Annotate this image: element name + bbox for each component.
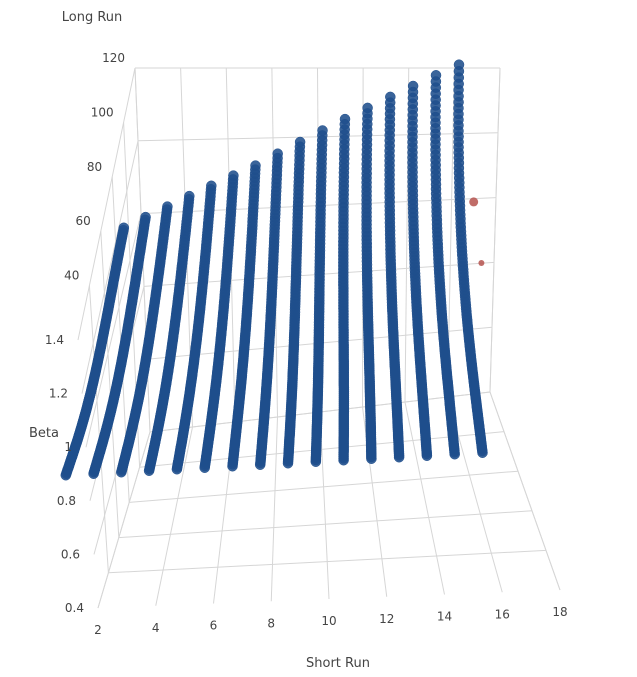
z-tick-label: 0.6: [61, 547, 80, 561]
y-tick-label: 80: [87, 160, 102, 174]
z-tick-label: 1.2: [49, 387, 68, 401]
scatter-point: [430, 70, 442, 81]
scatter-point: [184, 190, 195, 202]
x-tick-label: 18: [552, 605, 567, 619]
floor-grid-line: [155, 426, 193, 606]
side-wall-grid-line: [81, 140, 139, 394]
scatter-point: [118, 222, 130, 234]
data-points: [60, 59, 488, 481]
floor-grid-line: [129, 470, 519, 503]
scatter-point: [140, 211, 151, 223]
scatter-point: [385, 91, 396, 103]
side-wall-grid-line: [97, 431, 151, 609]
scatter-point: [453, 59, 465, 70]
floor-grid-line: [118, 510, 533, 539]
scatter-point: [162, 201, 173, 212]
frame-edge-line: [489, 391, 561, 591]
scatter-point: [272, 148, 283, 159]
side-wall-grid-line: [77, 67, 136, 341]
z-tick-label: 1: [64, 440, 72, 454]
highlight-point: [478, 260, 485, 266]
z-axis-title: Beta: [29, 426, 59, 441]
x-tick-label: 10: [321, 614, 336, 628]
y-tick-label: 120: [102, 51, 125, 65]
x-tick-label: 16: [495, 607, 510, 621]
scatter-point: [206, 180, 217, 192]
frame-edge-line: [489, 67, 501, 393]
scatter-point: [339, 113, 351, 125]
scatter-point: [294, 136, 306, 148]
x-tick-label: 6: [210, 619, 218, 633]
x-tick-label: 2: [94, 623, 102, 637]
z-tick-label: 1.4: [45, 333, 64, 347]
highlight-point: [469, 197, 479, 207]
side-wall-grid-line: [85, 213, 142, 448]
y-tick-label: 40: [64, 269, 79, 283]
z-tick-label: 0.4: [65, 601, 84, 615]
y-tick-label: 60: [76, 214, 91, 228]
scatter-point: [250, 160, 261, 171]
x-tick-label: 14: [437, 610, 452, 624]
y-axis-title: Long Run: [62, 10, 123, 25]
x-tick-label: 4: [152, 621, 160, 635]
floor-grid-line: [139, 431, 505, 468]
scatter-point: [362, 102, 373, 114]
x-tick-label: 8: [267, 616, 275, 630]
x-tick-label: 12: [379, 612, 394, 626]
scatter-point: [407, 80, 419, 92]
floor-grid-line: [108, 549, 547, 574]
floor-grid-line: [404, 401, 445, 595]
scatter-point: [228, 170, 239, 181]
y-tick-label: 100: [91, 105, 114, 119]
side-wall-grid-line: [88, 285, 109, 573]
x-axis-title: Short Run: [306, 656, 370, 671]
floor-grid-line: [270, 416, 278, 602]
scatter-point: [317, 125, 328, 136]
tick-labels: 2 4 6 8 10 12 14 16 18 40 60 80 100 120 0.4 0.6 0.8 1 1.2 1…: [45, 51, 568, 637]
side-wall-grid-line: [100, 231, 120, 538]
z-tick-label: 0.8: [57, 494, 76, 508]
